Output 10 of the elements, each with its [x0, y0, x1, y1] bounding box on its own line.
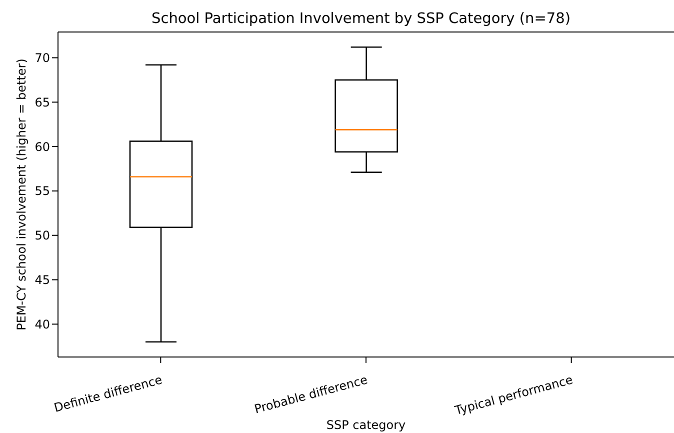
- y-tick-label: 45: [34, 273, 50, 288]
- y-tick-label: 60: [34, 140, 50, 154]
- x-axis-title: SSP category: [326, 418, 406, 432]
- chart-title: School Participation Involvement by SSP Category (n=78): [150, 10, 572, 29]
- y-tick-label: 40: [34, 317, 50, 332]
- y-axis-title: PEM-CY school involvement (higher = better): [14, 58, 28, 330]
- y-tick-label: 55: [34, 184, 50, 198]
- y-tick-label: 70: [34, 51, 50, 66]
- y-tick-label: 65: [34, 95, 50, 110]
- y-tick-label: 50: [34, 228, 50, 243]
